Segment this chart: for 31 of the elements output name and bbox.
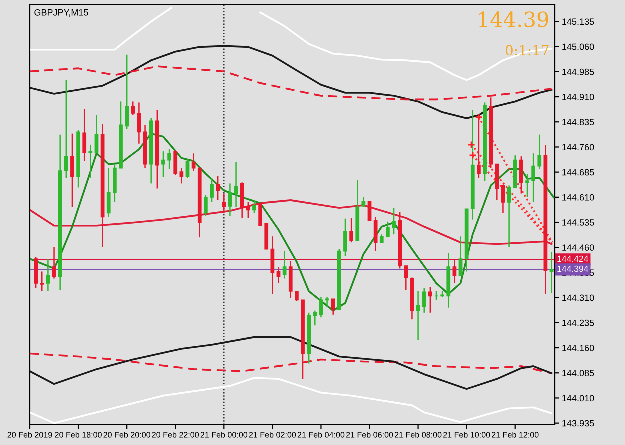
y-tick-label: 144.985: [562, 68, 594, 76]
chart-title: GBPJPY,M15: [34, 9, 88, 17]
x-tick-label: 21 Feb 00:00: [200, 432, 248, 438]
y-tick-label: 144.310: [562, 294, 594, 302]
y-tick-label: 144.685: [562, 169, 594, 176]
y-tick-label: 144.235: [562, 320, 594, 326]
ref-line-label: 144.424: [558, 256, 588, 262]
x-tick-label: 20 Feb 20:00: [104, 432, 150, 438]
y-tick-label: 144.910: [562, 94, 594, 100]
y-tick-label: 144.610: [562, 194, 594, 201]
y-tick-label: 144.835: [562, 119, 594, 126]
x-tick-label: 21 Feb 10:00: [443, 432, 490, 438]
y-tick-label: 143.935: [562, 420, 594, 427]
x-tick-label: 21 Feb 04:00: [298, 432, 345, 438]
x-tick-label: 20 Feb 2019: [8, 432, 52, 438]
y-tick-label: 145.060: [562, 44, 594, 50]
x-tick-label: 21 Feb 06:00: [346, 432, 394, 438]
y-tick-label: 144.085: [562, 370, 594, 376]
y-tick-label: 144.160: [562, 344, 594, 352]
x-tick-label: 21 Feb 12:00: [492, 432, 539, 438]
y-tick-label: 144.010: [562, 395, 594, 402]
x-tick-label: 20 Feb 18:00: [55, 432, 102, 438]
y-tick-label: 144.460: [562, 244, 594, 251]
y-tick-label: 144.535: [562, 219, 594, 226]
annotation: 0:1:17: [506, 45, 549, 56]
y-tick-label: 145.135: [562, 18, 594, 26]
annotation: 144.39: [479, 12, 548, 28]
x-tick-label: 21 Feb 08:00: [394, 432, 442, 438]
x-tick-label: 21 Feb 02:00: [249, 432, 296, 438]
y-tick-label: 144.760: [562, 144, 594, 151]
x-tick-label: 20 Feb 22:00: [152, 432, 200, 438]
